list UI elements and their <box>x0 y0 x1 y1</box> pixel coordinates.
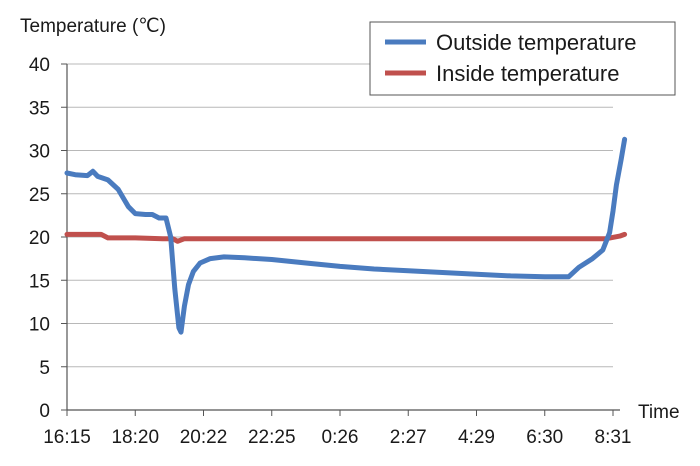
y-axis-title: Temperature (℃) <box>20 16 166 37</box>
y-tick-label: 30 <box>29 142 50 163</box>
x-tick-label: 16:15 <box>43 427 91 448</box>
x-tick-label: 20:22 <box>180 427 228 448</box>
x-tick-label: 0:26 <box>322 427 359 448</box>
legend: Outside temperature Inside temperature <box>369 21 676 96</box>
legend-label-inside: Inside temperature <box>436 61 619 86</box>
y-tick-labels: 0 5 10 15 20 25 30 35 40 <box>29 55 50 422</box>
y-tick-label: 5 <box>39 358 50 379</box>
x-axis-title: Time <box>638 402 680 423</box>
x-tick-label: 4:29 <box>458 427 495 448</box>
axes <box>61 63 620 416</box>
y-tick-label: 20 <box>29 228 50 249</box>
y-tick-label: 35 <box>29 98 50 119</box>
y-tick-label: 0 <box>39 401 50 422</box>
x-tick-labels: 16:15 18:20 20:22 22:25 0:26 2:27 4:29 6:30 8:31 <box>43 427 631 448</box>
x-tick-label: 22:25 <box>248 427 296 448</box>
series-line-outside <box>64 136 628 335</box>
x-tick-label: 6:30 <box>526 427 563 448</box>
x-tick-label: 2:27 <box>390 427 427 448</box>
legend-label-outside: Outside temperature <box>436 30 637 55</box>
x-tick-label: 18:20 <box>111 427 159 448</box>
y-tick-label: 15 <box>29 271 50 292</box>
series-lines <box>64 136 628 335</box>
y-tick-label: 10 <box>29 315 50 336</box>
legend-box <box>369 21 676 96</box>
series-line-inside <box>64 231 628 244</box>
y-tick-label: 25 <box>29 185 50 206</box>
y-tick-label: 40 <box>29 55 50 76</box>
x-tick-label: 8:31 <box>595 427 632 448</box>
